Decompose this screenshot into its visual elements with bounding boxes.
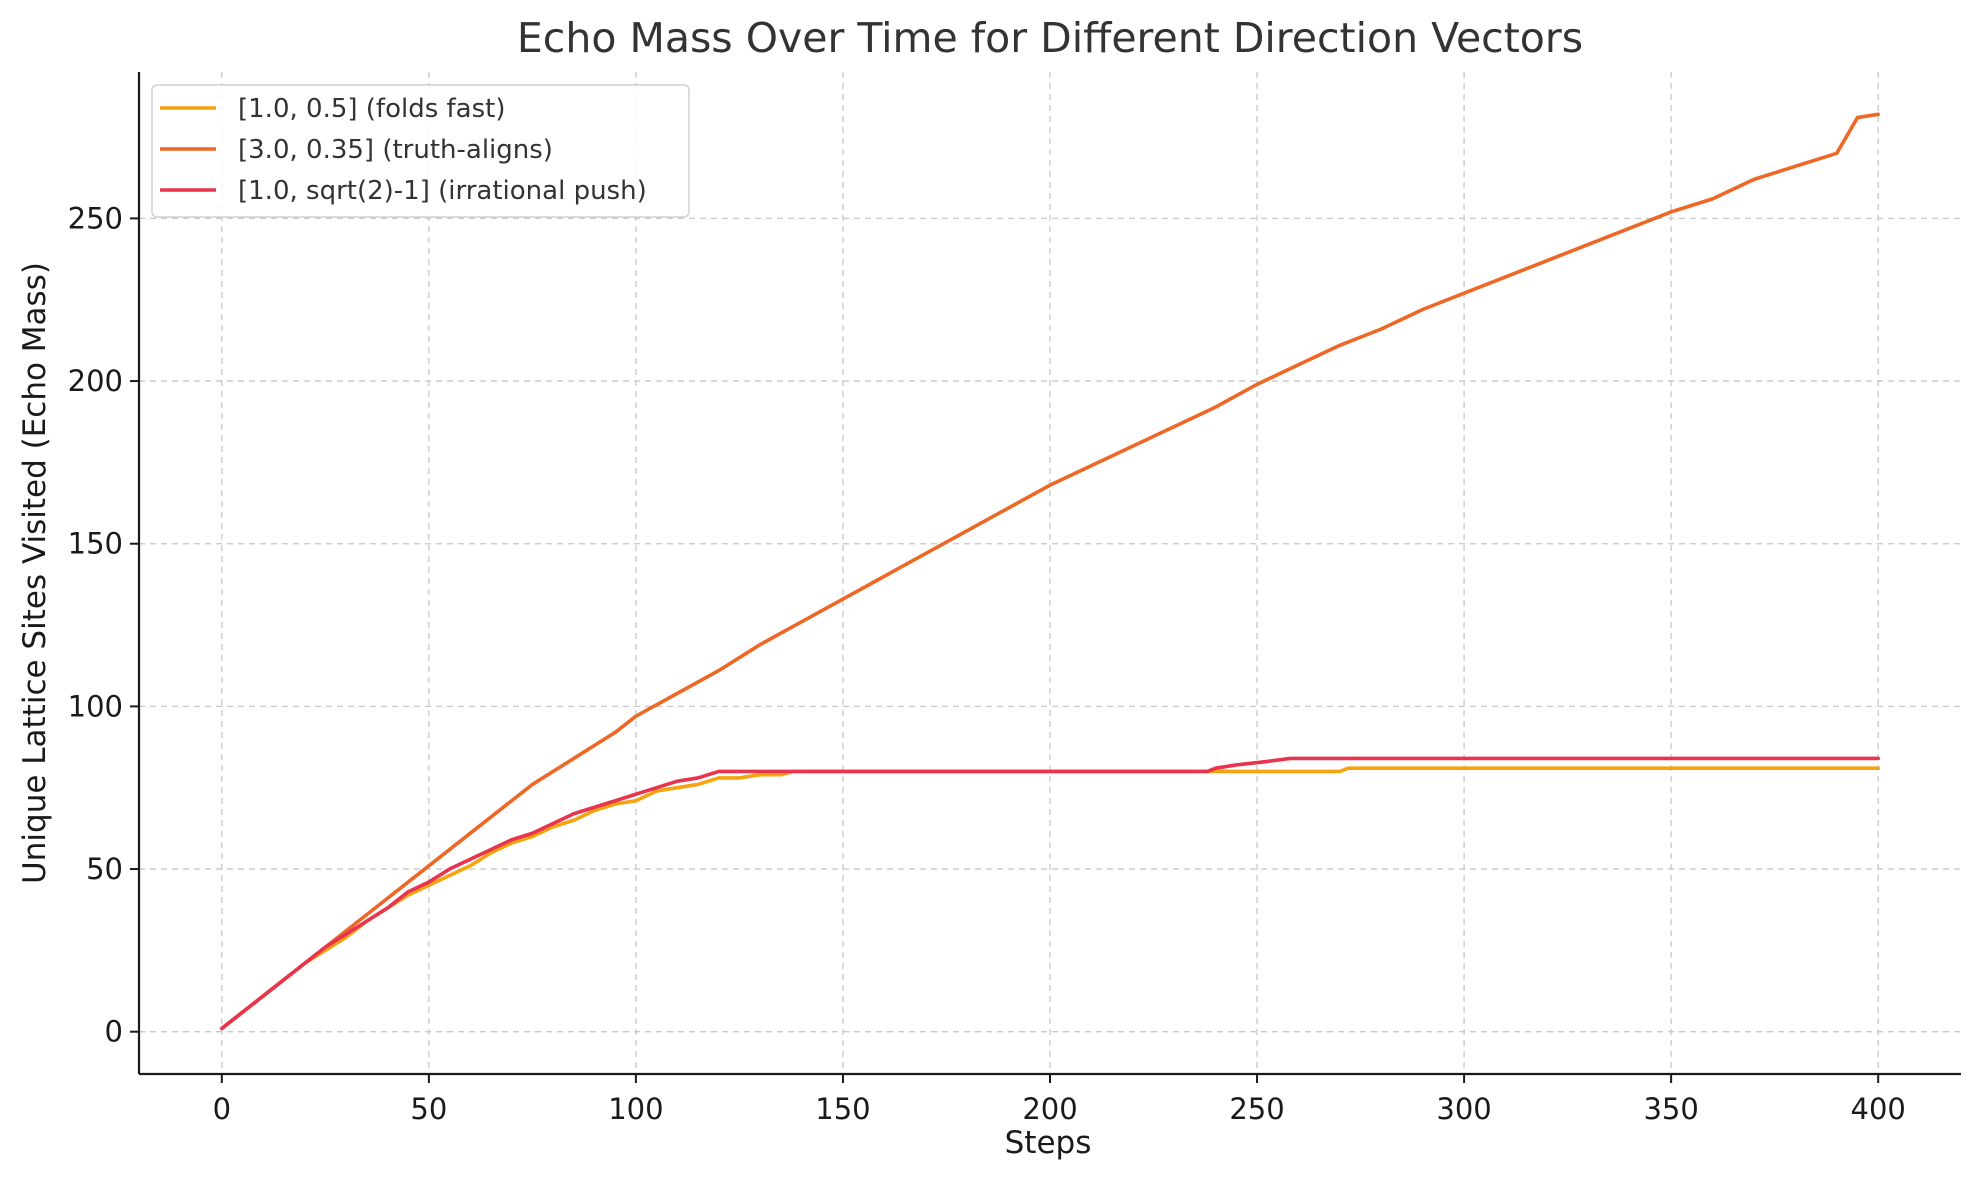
y-tick-label: 200 <box>68 364 123 398</box>
legend: [1.0, 0.5] (folds fast) [3.0, 0.35] (trut… <box>151 84 690 218</box>
series-line-2 <box>220 112 1880 1031</box>
legend-label-1: [1.0, 0.5] (folds fast) <box>238 94 506 124</box>
legend-label-2: [3.0, 0.35] (truth-aligns) <box>238 135 553 165</box>
x-tick-label: 350 <box>1643 1092 1698 1126</box>
chart-title: Echo Mass Over Time for Different Direct… <box>517 14 1583 62</box>
x-tick-label: 250 <box>1229 1092 1284 1126</box>
y-tick-label: 0 <box>105 1015 123 1049</box>
x-tick-label: 100 <box>608 1092 663 1126</box>
x-tick-label: 50 <box>410 1092 447 1126</box>
legend-label-3: [1.0, sqrt(2)-1] (irrational push) <box>238 176 647 206</box>
y-tick-label: 150 <box>68 527 123 561</box>
x-tick-label: 200 <box>1022 1092 1077 1126</box>
y-tick-label: 100 <box>68 689 123 723</box>
legend-frame <box>151 84 690 218</box>
y-tick-label: 250 <box>68 201 123 235</box>
y-axis-label: Unique Lattice Sites Visited (Echo Mass) <box>17 262 53 884</box>
y-tick-label: 50 <box>86 852 123 886</box>
ticks: 0 50 100 150 200 250 300 350 400 0 50 100 150 200 250 <box>68 201 1906 1126</box>
x-axis-label: Steps <box>1005 1125 1092 1161</box>
x-tick-label: 150 <box>815 1092 870 1126</box>
x-tick-label: 300 <box>1436 1092 1491 1126</box>
x-tick-label: 0 <box>213 1092 231 1126</box>
x-tick-label: 400 <box>1851 1092 1906 1126</box>
series-line-3 <box>220 756 1880 1031</box>
series-layer <box>220 112 1880 1031</box>
